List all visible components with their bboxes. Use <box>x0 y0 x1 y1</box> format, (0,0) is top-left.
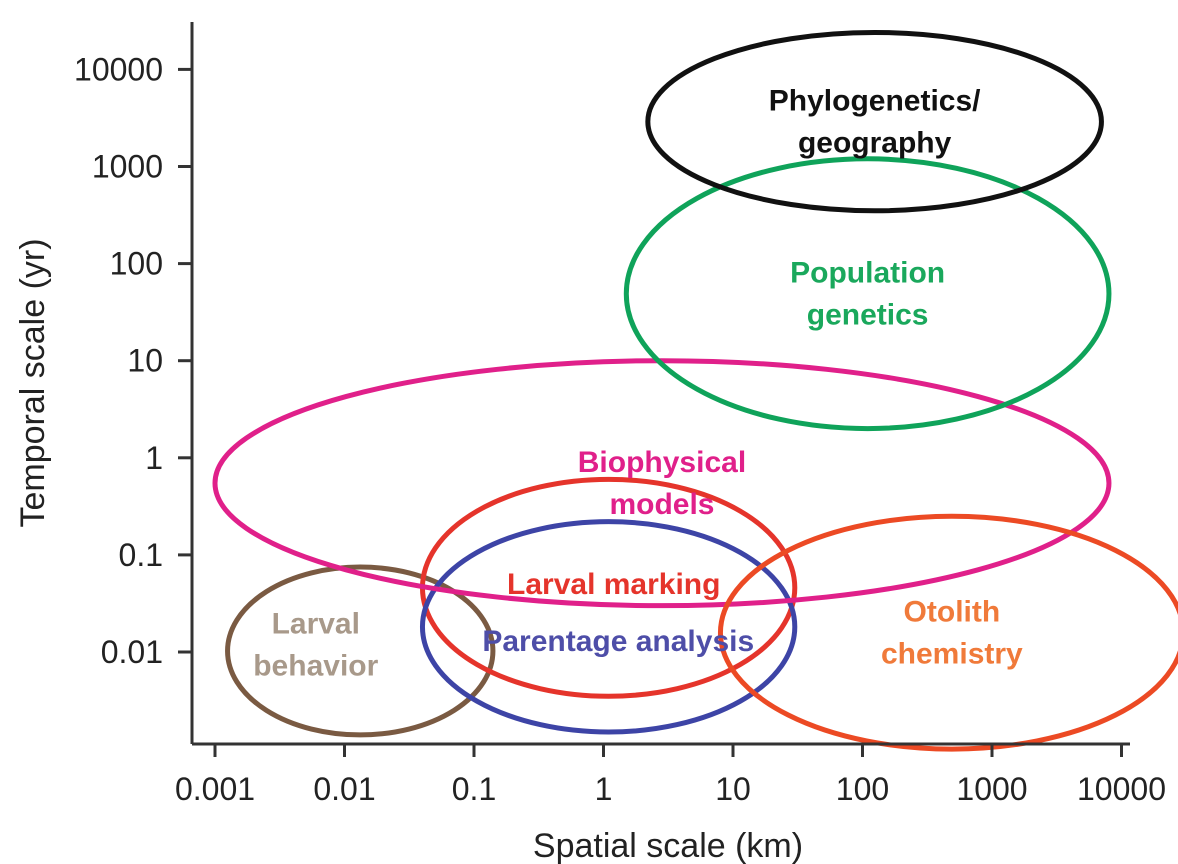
population-genetics-label: Population genetics <box>790 257 945 332</box>
larval-marking-label: Larval marking <box>507 568 720 601</box>
x-tick-label: 0.1 <box>452 771 496 807</box>
phylogenetics-geography-ellipse <box>645 29 1104 214</box>
phylogenetics-geography-label: Phylogenetics/geography <box>769 85 981 160</box>
region-ellipses <box>212 29 1178 752</box>
y-tick-label: 10 <box>127 343 163 379</box>
y-axis-title: Temporal scale (yr) <box>14 238 52 527</box>
x-tick-label: 0.01 <box>313 771 375 807</box>
y-tick-label: 1 <box>145 440 163 476</box>
y-tick-label: 10000 <box>74 51 163 87</box>
otolith-chemistry-ellipse <box>718 513 1178 752</box>
x-tick-label: 10 <box>715 771 751 807</box>
x-tick-label: 1000 <box>956 771 1027 807</box>
y-tick-label: 1000 <box>92 149 163 185</box>
parentage-analysis-label: Parentage analysis <box>482 625 754 658</box>
region-labels: Larval behavior Larval marking Parentage an… <box>253 85 1023 683</box>
biophysical-models-ellipse <box>212 358 1112 609</box>
x-tick-label: 10000 <box>1077 771 1166 807</box>
larval-behavior-ellipse <box>225 564 496 738</box>
y-tick-label: 100 <box>110 246 163 282</box>
y-tick-label: 0.01 <box>101 634 163 670</box>
x-axis-title: Spatial scale (km) <box>533 827 803 864</box>
otolith-chemistry-label: Otolith chemistry <box>881 596 1023 671</box>
axes <box>190 22 1130 746</box>
population-genetics-ellipse <box>623 156 1112 432</box>
parentage-analysis-ellipse <box>419 519 798 735</box>
y-tick-label: 0.1 <box>119 537 163 573</box>
axis-ticks: 0.001 0.01 0.1 1 10 100 1000 10000 0.01 0.1 1 10 100… <box>74 51 1166 807</box>
larval-behavior-label: Larval behavior <box>253 607 378 682</box>
biophysical-models-label: Biophysical models <box>578 446 746 521</box>
x-tick-label: 0.001 <box>175 771 255 807</box>
x-tick-label: 1 <box>595 771 613 807</box>
x-tick-label: 100 <box>836 771 889 807</box>
